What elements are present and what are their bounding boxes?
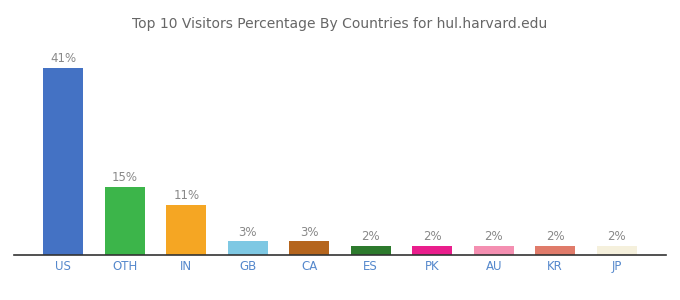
Text: 2%: 2%: [423, 230, 441, 243]
Bar: [44, 68, 83, 255]
Bar: [105, 187, 145, 255]
Text: 2%: 2%: [484, 230, 503, 243]
Bar: [474, 246, 513, 255]
Bar: [228, 241, 268, 255]
Text: 3%: 3%: [239, 226, 257, 238]
Text: 11%: 11%: [173, 189, 199, 202]
Bar: [167, 205, 206, 255]
Text: 41%: 41%: [50, 52, 76, 65]
Text: 3%: 3%: [300, 226, 318, 238]
Text: 2%: 2%: [362, 230, 380, 243]
Bar: [535, 246, 575, 255]
Bar: [412, 246, 452, 255]
Text: 2%: 2%: [607, 230, 626, 243]
Bar: [597, 246, 636, 255]
Bar: [289, 241, 329, 255]
Text: 2%: 2%: [546, 230, 564, 243]
Bar: [351, 246, 391, 255]
Text: 15%: 15%: [112, 171, 138, 184]
Title: Top 10 Visitors Percentage By Countries for hul.harvard.edu: Top 10 Visitors Percentage By Countries …: [133, 17, 547, 31]
